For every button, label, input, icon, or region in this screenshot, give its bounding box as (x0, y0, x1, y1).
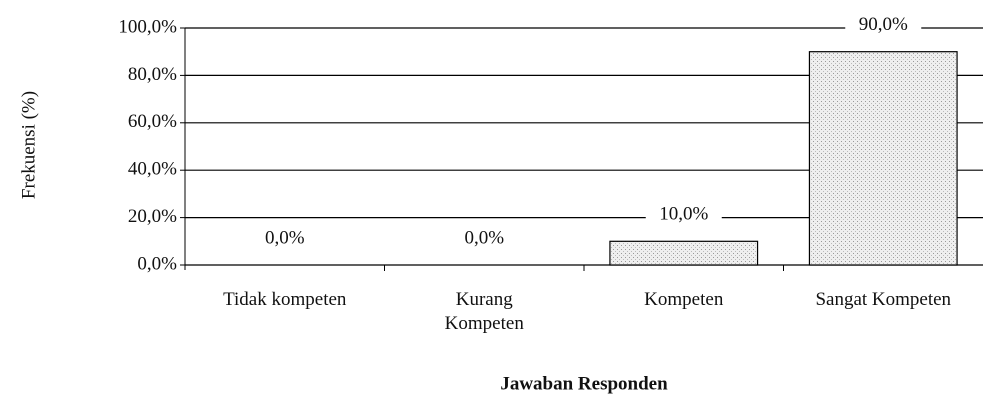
bar (609, 240, 759, 266)
y-tick-label: 100,0% (118, 16, 177, 37)
value-label: 0,0% (265, 227, 305, 248)
y-tick-label: 0,0% (137, 253, 177, 274)
x-tick-label: Kurang Kompeten (444, 289, 524, 334)
x-tick-label: Tidak kompeten (223, 289, 347, 310)
value-label-bg (645, 203, 722, 228)
x-axis-label: Jawaban Responden (500, 373, 668, 394)
bar (808, 51, 958, 266)
value-label-bg (845, 13, 922, 38)
x-tick-label: Sangat Kompeten (815, 289, 952, 310)
value-label-bg (246, 227, 323, 251)
value-label: 10,0% (659, 204, 708, 225)
y-tick-label: 80,0% (128, 64, 177, 85)
x-tick-label: Kompeten (644, 289, 724, 310)
value-label: 0,0% (464, 227, 504, 248)
y-tick-label: 60,0% (128, 111, 177, 132)
y-tick-label: 40,0% (128, 159, 177, 180)
value-label: 90,0% (859, 14, 908, 35)
y-tick-label: 20,0% (128, 206, 177, 227)
y-axis-label: Frekuensi (%) (18, 91, 39, 199)
value-label-bg (446, 227, 523, 251)
